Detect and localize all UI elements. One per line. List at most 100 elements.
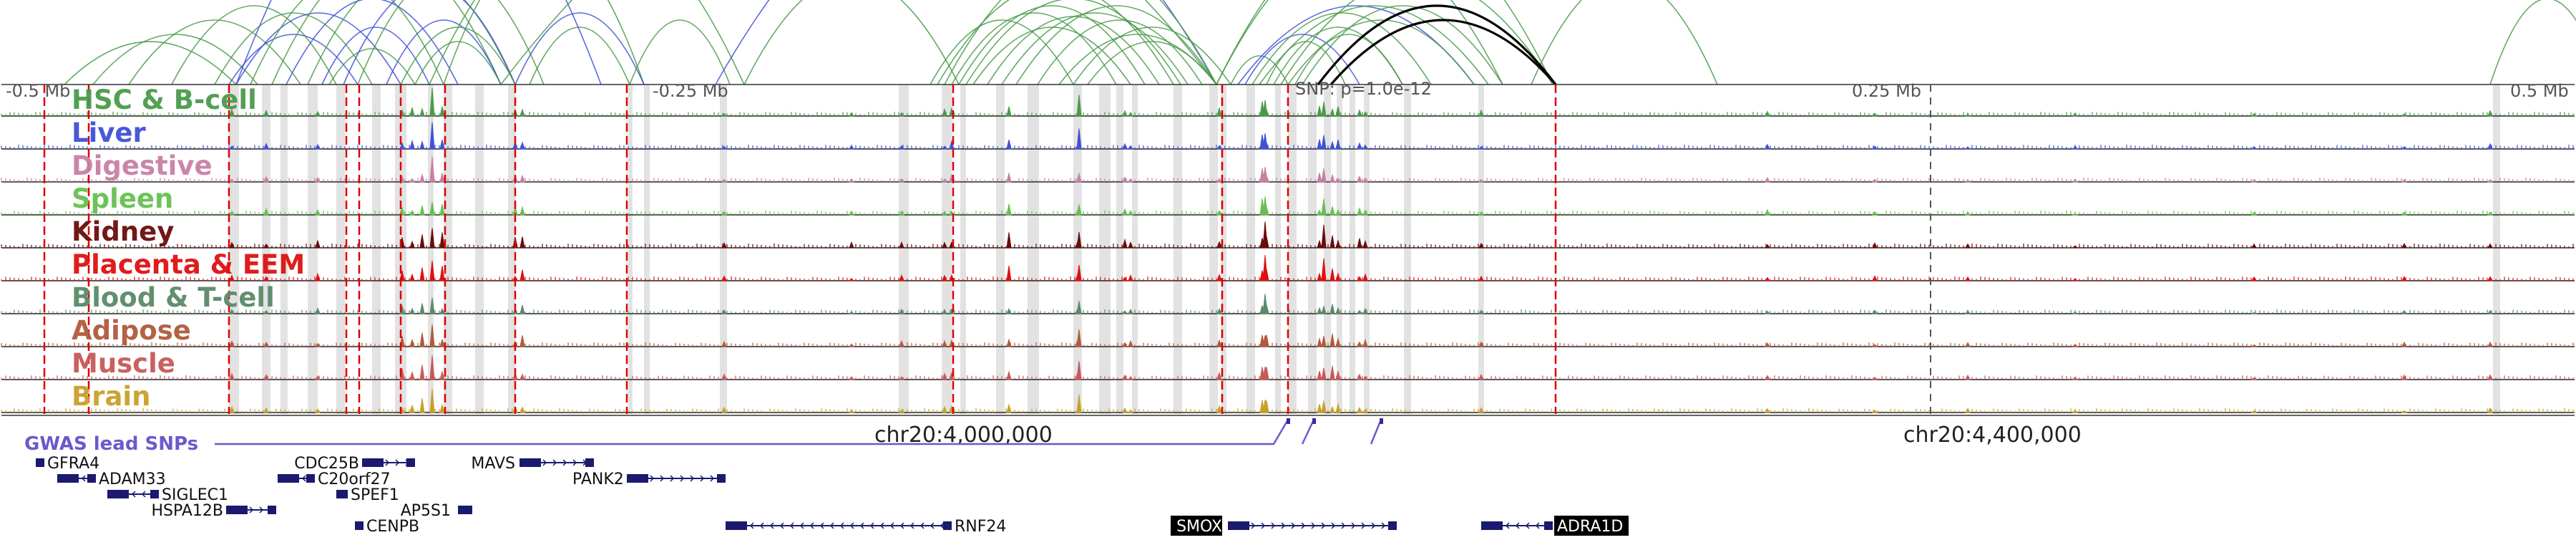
gene-exon <box>278 474 299 483</box>
gwas-connector <box>215 419 1382 445</box>
gene-rnf24[interactable]: RNF24 <box>726 518 1006 536</box>
gene-adra1d[interactable]: ADRA1D <box>1481 516 1629 536</box>
highlight-band <box>308 85 318 414</box>
track-noise <box>1 375 2574 380</box>
gene-label: PANK2 <box>572 471 624 488</box>
gene-exon <box>362 458 384 467</box>
track-peaks <box>229 389 2493 413</box>
gene-mavs[interactable]: MAVS <box>471 455 594 473</box>
gwas-snp-marker[interactable] <box>1312 418 1316 424</box>
chromatin-loop-arc <box>414 41 502 85</box>
chromatin-loop-arc <box>965 0 1181 85</box>
signal-track-5[interactable] <box>1 254 2575 281</box>
chromatin-loop-arc <box>128 19 301 85</box>
chromatin-loop-arc <box>1302 5 1503 85</box>
gene-exon <box>406 458 415 467</box>
scale-axis: -0.5 Mb -0.25 Mb SNP: p=1.0e-12 0.25 Mb … <box>6 79 2569 101</box>
track-noise <box>1 112 2574 116</box>
highlight-band <box>336 85 345 414</box>
highlight-bands <box>229 85 2500 414</box>
gene-label: AP5S1 <box>401 502 451 520</box>
highlight-band <box>229 85 239 414</box>
chromatin-loop-arc <box>64 41 237 85</box>
gene-smox[interactable]: SMOX <box>1171 516 1397 536</box>
chromatin-loop-arc <box>1531 0 1718 85</box>
gene-ap5s1[interactable]: AP5S1 <box>401 502 472 520</box>
track-label: HSC & B-cell <box>72 85 257 115</box>
gene-label: SMOX <box>1176 518 1222 536</box>
gene-label: C20orf27 <box>318 471 391 488</box>
track-label: Digestive <box>72 150 213 181</box>
scale-label-plus-quarter: 0.25 Mb <box>1852 81 1921 101</box>
highlight-band <box>475 85 484 414</box>
chromatin-loop-arc <box>1287 19 1475 85</box>
gene-label: RNF24 <box>955 518 1006 536</box>
chromatin-loop-arc <box>1216 0 1553 85</box>
track-noise <box>1 276 2574 281</box>
highlight-band <box>1028 85 1039 414</box>
track-noise <box>1 178 2574 182</box>
track-label: Liver <box>72 117 146 148</box>
gene-c20orf27[interactable]: C20orf27 <box>278 471 391 488</box>
gene-label: ADRA1D <box>1557 518 1623 536</box>
signal-track-8[interactable] <box>1 355 2575 380</box>
chromatin-loop-arc <box>1280 0 1553 85</box>
highlight-band <box>1337 85 1342 414</box>
track-noise <box>1 145 2574 149</box>
chromatin-loop-arc <box>930 19 1074 85</box>
gene-label: ADAM33 <box>99 471 166 488</box>
highlight-band <box>1116 85 1123 414</box>
gene-exon <box>355 521 364 530</box>
scale-label-right: 0.5 Mb <box>2510 81 2569 101</box>
track-label: Placenta & EEM <box>72 249 305 280</box>
gene-label-highlight <box>1554 516 1629 536</box>
track-peaks <box>229 254 2493 281</box>
gene-cdc25b[interactable]: CDC25B <box>294 455 415 473</box>
snp-loop-arc <box>1317 4 1557 85</box>
gene-pank2[interactable]: PANK2 <box>572 471 726 488</box>
gene-exon <box>1481 521 1503 530</box>
gene-hspa12b[interactable]: HSPA12B <box>151 502 276 520</box>
chromatin-loop-arc <box>1015 5 1217 85</box>
gene-cenpb[interactable]: CENPB <box>355 518 419 536</box>
chromatin-loop-arc <box>1244 34 1360 85</box>
gene-adam33[interactable]: ADAM33 <box>57 471 166 488</box>
chromatin-loop-arc <box>1216 0 1503 85</box>
chromatin-loop-arc <box>629 19 731 85</box>
gene-exon <box>726 521 747 530</box>
gene-exon <box>306 474 315 483</box>
highlight-band <box>1275 85 1281 414</box>
chromatin-loop-arc <box>214 12 373 85</box>
gene-exon <box>585 458 594 467</box>
chromatin-loop-arc <box>235 12 401 85</box>
highlight-band <box>1350 85 1355 414</box>
gene-siglec1[interactable]: SIGLEC1 <box>107 486 228 504</box>
chromatin-loop-arc <box>1087 41 1217 85</box>
track-label: Kidney <box>72 216 174 247</box>
chromatin-loop-arc <box>443 0 645 85</box>
chromatin-loop-arc <box>2489 0 2576 85</box>
gene-spef1[interactable]: SPEF1 <box>336 486 399 504</box>
chromatin-loop-arc <box>386 19 502 85</box>
signal-track-6[interactable] <box>1 294 2575 314</box>
gene-gfra4[interactable]: GFRA4 <box>36 455 99 473</box>
chromatin-loop-arc <box>357 0 545 85</box>
track-peaks <box>229 87 2493 117</box>
gene-label: HSPA12B <box>151 502 223 520</box>
gwas-snp-marker[interactable] <box>1287 418 1290 424</box>
highlight-band <box>1478 85 1484 414</box>
gene-label-highlight <box>1171 516 1222 536</box>
highlight-band <box>280 85 288 414</box>
track-peaks <box>229 355 2493 380</box>
gwas-snp-marker[interactable] <box>1380 418 1383 424</box>
gene-label: CENPB <box>366 518 419 536</box>
gene-exon <box>1228 521 1249 530</box>
gene-exon <box>57 474 79 483</box>
chromatin-loop-arc <box>343 0 516 85</box>
highlight-band <box>960 85 966 414</box>
gene-exon <box>268 506 276 514</box>
scale-label-left: -0.5 Mb <box>6 81 70 101</box>
track-label: Brain <box>72 381 150 412</box>
gene-label: GFRA4 <box>47 455 99 473</box>
